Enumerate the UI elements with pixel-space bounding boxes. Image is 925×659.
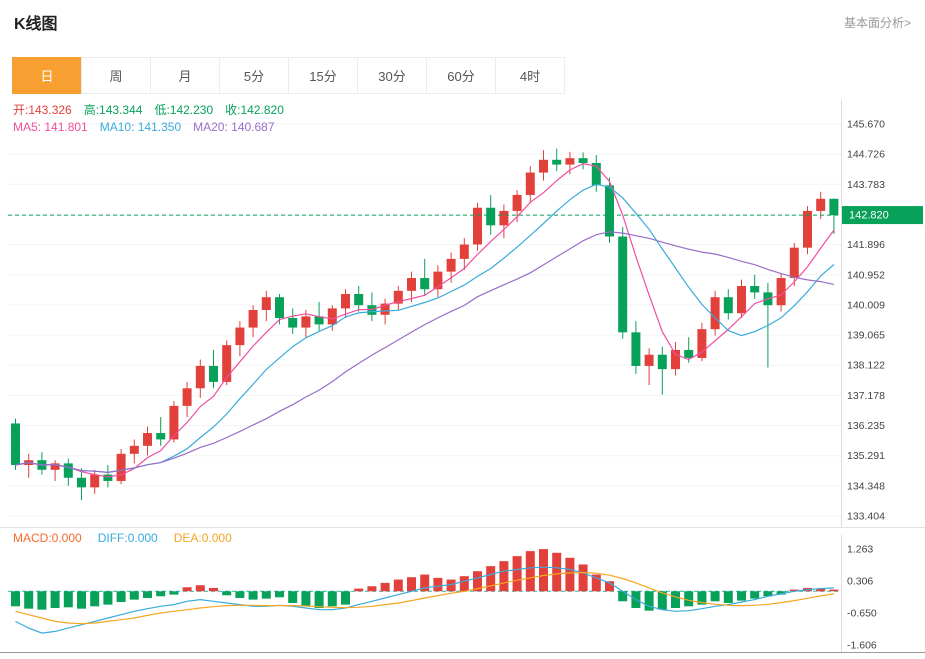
svg-text:135.291: 135.291: [847, 450, 885, 462]
ma5-value: MA5: 141.801: [13, 120, 88, 134]
open-value: 开:143.326: [13, 103, 72, 117]
svg-text:136.235: 136.235: [847, 420, 885, 432]
close-value: 收:142.820: [225, 103, 284, 117]
svg-text:140.009: 140.009: [847, 299, 885, 311]
diff-value: DIFF:0.000: [97, 531, 158, 545]
tab-month[interactable]: 月: [150, 57, 220, 94]
dea-value: DEA:0.000: [173, 531, 232, 545]
svg-text:-1.606: -1.606: [847, 640, 877, 652]
page-header: K线图 基本面分析>: [0, 0, 925, 44]
tab-5min[interactable]: 5分: [219, 57, 289, 94]
ma10-value: MA10: 141.350: [99, 120, 182, 134]
fundamental-analysis-link[interactable]: 基本面分析>: [843, 15, 911, 30]
tab-week[interactable]: 周: [81, 57, 151, 94]
timeframe-tabs: 日 周 月 5分 15分 30分 60分 4时: [12, 57, 565, 94]
svg-text:134.348: 134.348: [847, 480, 885, 492]
tab-15min[interactable]: 15分: [288, 57, 358, 94]
svg-text:-0.650: -0.650: [847, 608, 877, 620]
svg-text:145.670: 145.670: [847, 119, 885, 131]
svg-text:140.952: 140.952: [847, 269, 885, 281]
svg-text:141.896: 141.896: [847, 239, 885, 251]
macd-value: MACD:0.000: [13, 531, 82, 545]
page-title: K线图: [14, 16, 58, 33]
ohlc-info: 开:143.326 高:143.344 低:142.230 收:142.820: [13, 101, 284, 118]
tab-30min[interactable]: 30分: [357, 57, 427, 94]
high-value: 高:143.344: [83, 103, 143, 117]
tab-4hour[interactable]: 4时: [495, 57, 565, 94]
macd-info: MACD:0.000 DIFF:0.000 DEA:0.000: [13, 531, 232, 545]
tab-day[interactable]: 日: [12, 57, 82, 94]
svg-text:142.820: 142.820: [849, 210, 889, 222]
ma20-value: MA20: 140.687: [193, 120, 275, 134]
svg-text:139.065: 139.065: [847, 330, 885, 342]
svg-text:144.726: 144.726: [847, 149, 885, 161]
svg-text:137.178: 137.178: [847, 390, 885, 402]
svg-text:133.404: 133.404: [847, 511, 885, 523]
ma-info: MA5: 141.801 MA10: 141.350 MA20: 140.687: [13, 120, 275, 134]
low-value: 低:142.230: [154, 103, 214, 117]
svg-text:1.263: 1.263: [847, 544, 873, 556]
svg-text:0.306: 0.306: [847, 576, 873, 588]
svg-text:143.783: 143.783: [847, 179, 885, 191]
svg-text:138.122: 138.122: [847, 360, 885, 372]
tab-60min[interactable]: 60分: [426, 57, 496, 94]
